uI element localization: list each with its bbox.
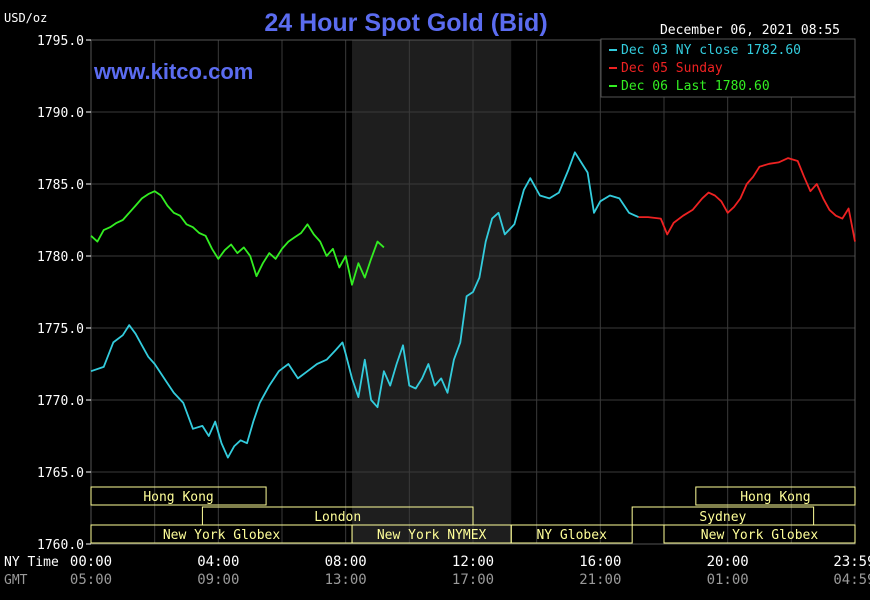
x-tick-label: 04:59	[833, 572, 870, 588]
y-tick-label: 1760.0	[37, 538, 84, 553]
y-tick-label: 1790.0	[37, 106, 84, 121]
plot-frame	[90, 39, 856, 545]
x-tick-label: 21:00	[579, 572, 621, 588]
session-label: Hong Kong	[143, 490, 213, 505]
x-tick-label: 08:00	[325, 554, 367, 570]
x-tick-label: 09:00	[197, 572, 239, 588]
x-tick-label: 04:00	[197, 554, 239, 570]
nymex-shaded-region	[352, 40, 512, 544]
x-tick-label: 00:00	[70, 554, 112, 570]
y-tick-label: 1770.0	[37, 394, 84, 409]
x-tick-label: 23:59	[833, 554, 870, 570]
y-tick-label: 1775.0	[37, 322, 84, 337]
x-tick-label: 01:00	[707, 572, 749, 588]
session-bar	[695, 486, 856, 506]
market-sessions: Hong Kong London New York Globex New York N…	[90, 486, 856, 544]
session-label: New York Globex	[163, 528, 281, 543]
x-tick-label: 17:00	[452, 572, 494, 588]
session-label: New York NYMEX	[377, 528, 487, 543]
unit-label: USD/oz	[4, 11, 47, 25]
session-label: New York Globex	[701, 528, 819, 543]
session-bar	[663, 524, 856, 544]
series-line	[90, 190, 385, 286]
x-tick-label: 12:00	[452, 554, 494, 570]
session-label: NY Globex	[536, 528, 607, 543]
x-axis-row-label: NY Time	[4, 555, 59, 570]
chart-title: 24 Hour Spot Gold (Bid)	[264, 9, 547, 37]
y-tick-label: 1785.0	[37, 178, 84, 193]
series-line	[638, 157, 856, 242]
x-axis-ticks: NY Time 00:00 04:00 08:00 12:00 16:00 20:00 23:…	[4, 554, 870, 588]
x-tick-label: 16:00	[579, 554, 621, 570]
x-tick-label: 20:00	[707, 554, 749, 570]
x-tick-label: 05:00	[70, 572, 112, 588]
legend-entry: Dec 06 Last 1780.60	[621, 79, 770, 94]
timestamp: December 06, 2021 08:55	[660, 23, 840, 38]
session-label: Hong Kong	[740, 490, 810, 505]
session-bar	[510, 524, 633, 544]
x-axis-row-label: GMT	[4, 573, 28, 588]
price-series	[90, 151, 856, 459]
y-axis-ticks: 1795.0 1790.0 1785.0 1780.0 1775.0 1770.0 1765…	[37, 34, 91, 553]
legend-entry: Dec 03 NY close 1782.60	[621, 43, 801, 58]
session-label: Sydney	[699, 510, 746, 525]
session-bar	[90, 486, 267, 506]
legend-entry: Dec 05 Sunday	[621, 61, 723, 76]
legend-box	[600, 38, 856, 98]
x-tick-label: 13:00	[325, 572, 367, 588]
y-tick-label: 1780.0	[37, 250, 84, 265]
y-tick-label: 1795.0	[37, 34, 84, 49]
y-tick-label: 1765.0	[37, 466, 84, 481]
session-label: London	[314, 510, 361, 525]
legend: Dec 03 NY close 1782.60 Dec 05 Sunday Dec …	[609, 43, 801, 94]
series-line	[90, 151, 639, 459]
watermark: www.kitco.com	[93, 59, 253, 84]
